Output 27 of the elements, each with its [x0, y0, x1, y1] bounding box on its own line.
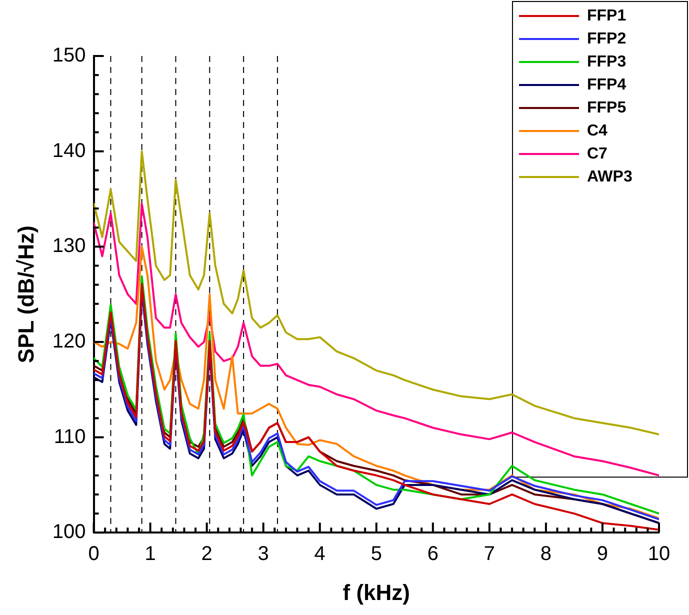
- y-tick-label: 110: [54, 426, 86, 448]
- y-tick-label: 120: [52, 330, 86, 352]
- x-tick-label: 10: [648, 543, 670, 566]
- x-axis-title: f (kHz): [342, 580, 410, 605]
- x-tick-label: 7: [484, 543, 495, 566]
- legend-label: FFP1: [587, 7, 626, 24]
- x-tick-label: 8: [540, 543, 552, 566]
- x-tick-label: 2: [201, 543, 212, 566]
- legend-label: FFP3: [587, 53, 626, 70]
- legend-label: FFP4: [587, 76, 626, 94]
- x-tick-label: 0: [88, 543, 100, 566]
- y-axis-title: SPL (dB/√Hz): [13, 226, 38, 364]
- x-tick-label: 4: [314, 543, 326, 566]
- x-tick-label: 6: [427, 543, 438, 566]
- x-tick-label: 5: [370, 543, 382, 566]
- y-tick-label: 100: [52, 521, 86, 544]
- y-tick-label: 140: [52, 140, 86, 162]
- y-tick-label: 130: [52, 235, 86, 258]
- legend-label: C7: [587, 145, 608, 162]
- legend-label: AWP3: [587, 168, 632, 186]
- x-tick-label: 3: [258, 543, 269, 566]
- x-tick-label: 9: [596, 543, 608, 566]
- legend-label: FFP2: [587, 30, 626, 48]
- x-tick-label: 1: [144, 543, 156, 566]
- legend-label: FFP5: [587, 99, 626, 116]
- y-tick-label: 150: [52, 44, 86, 67]
- legend-label: C4: [587, 122, 608, 140]
